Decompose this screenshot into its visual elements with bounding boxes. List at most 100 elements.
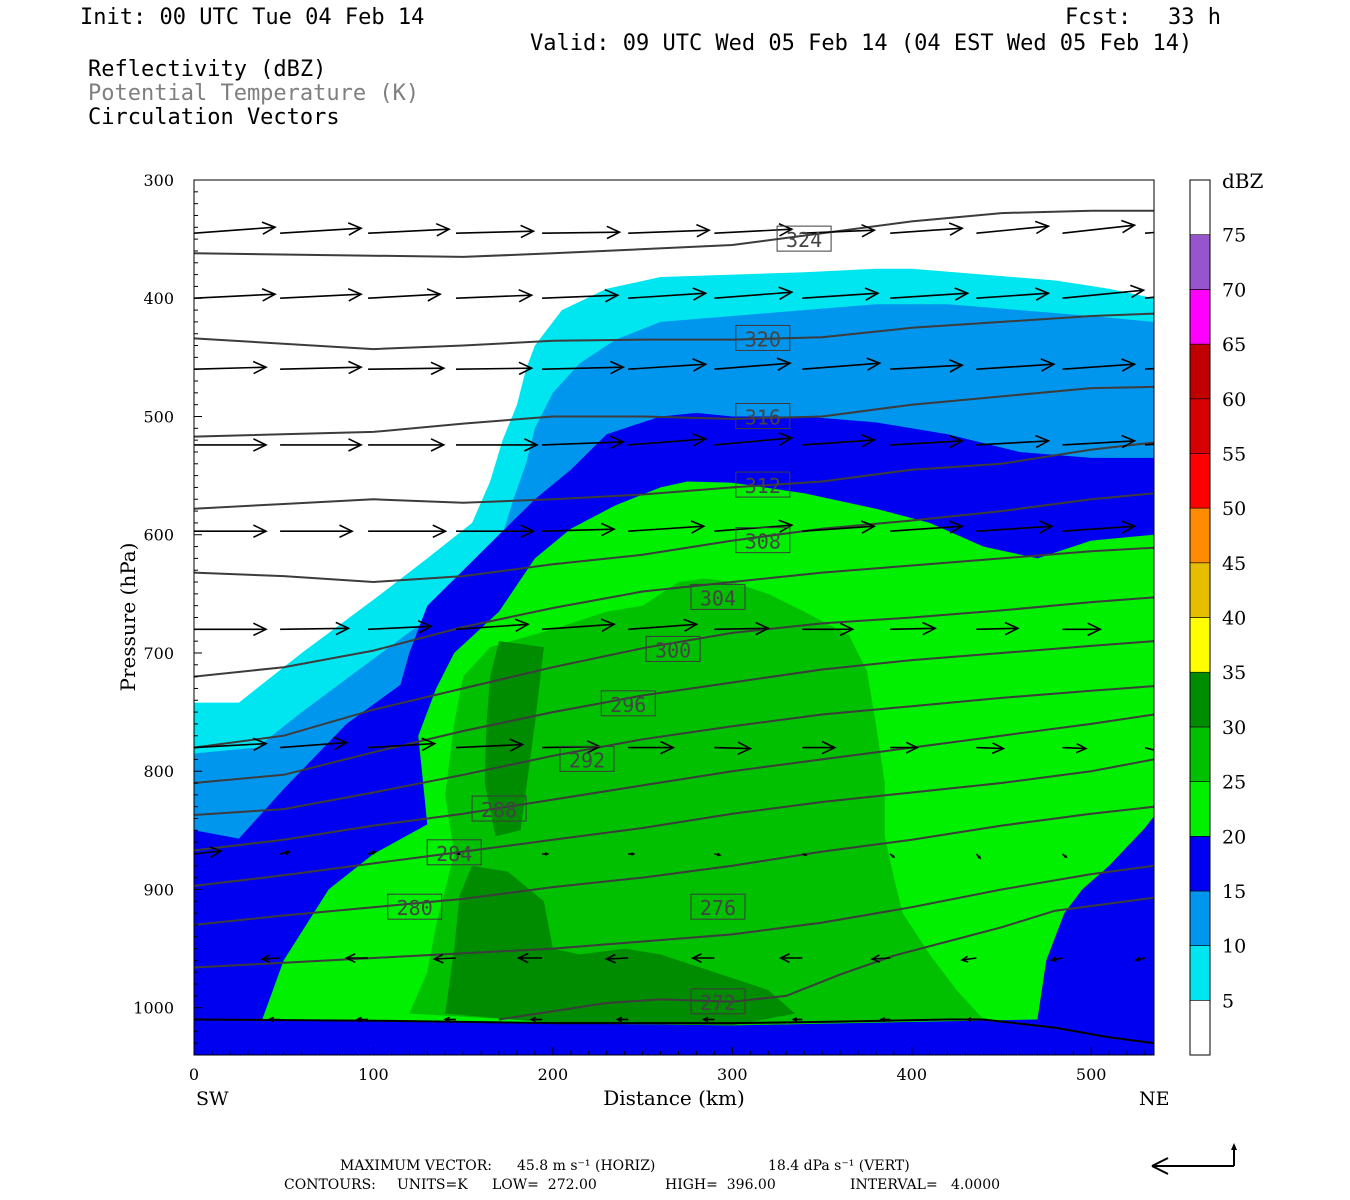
vector-head — [509, 738, 525, 752]
vector-head — [1075, 742, 1088, 754]
circulation-vector — [260, 954, 281, 963]
theta-label-box — [426, 839, 482, 866]
circulation-vector — [1049, 956, 1063, 963]
theta-label-text: 308 — [745, 530, 781, 554]
circulation-vector — [280, 360, 363, 375]
colorbar-swatch — [1189, 617, 1211, 673]
vector-shaft — [628, 363, 706, 370]
theta-contour-320 — [194, 312, 1154, 351]
vector-shaft — [976, 440, 1049, 446]
theta-label-text: 288 — [481, 798, 517, 822]
circulation-vector — [1062, 520, 1137, 534]
vector-shaft — [542, 528, 615, 532]
circulation-vector — [976, 520, 1054, 534]
vector-head — [252, 360, 268, 375]
circulation-vector — [1062, 742, 1088, 754]
circulation-vector — [1134, 956, 1146, 962]
reflectivity-region-30dbz-6 — [484, 641, 544, 837]
vector-head — [717, 852, 722, 857]
circulation-vector — [455, 361, 534, 376]
theta-label-text: 272 — [700, 991, 736, 1015]
circulation-vector — [194, 288, 277, 302]
vector-head — [755, 621, 771, 636]
circulation-vector — [628, 287, 708, 301]
vector-head — [1121, 358, 1137, 372]
theta-label-text: 284 — [436, 842, 472, 866]
vector-head — [1121, 520, 1137, 534]
vector-head — [457, 852, 462, 856]
vector-head — [804, 853, 808, 857]
theta-label-text: 300 — [655, 638, 691, 662]
circulation-vector — [802, 433, 877, 448]
theta-contour-292 — [194, 685, 1154, 816]
vector-head — [778, 519, 794, 533]
vector-head — [1035, 434, 1051, 449]
circulation-vector — [443, 1016, 456, 1023]
circulation-vector — [1144, 231, 1154, 234]
theta-label-296: 296 — [600, 690, 656, 717]
vector-shaft — [976, 225, 1049, 234]
max-vector-label: MAXIMUM VECTOR: — [340, 1158, 492, 1174]
theta-label-box — [690, 988, 746, 1015]
theta-label-300: 300 — [645, 635, 701, 662]
vector-head — [864, 287, 880, 301]
vector-head — [948, 359, 965, 373]
colorbar-swatch — [1189, 343, 1211, 400]
theta-label-box — [735, 402, 791, 429]
circulation-vector — [456, 524, 536, 539]
theta-label-box — [735, 324, 791, 351]
vector-head — [821, 740, 837, 755]
circulation-vector — [542, 435, 625, 450]
vector-head — [435, 222, 451, 237]
circulation-vector — [1144, 746, 1154, 751]
vector-shaft — [606, 957, 629, 960]
circulation-vector — [890, 434, 965, 449]
vector-shaft — [280, 227, 362, 234]
circulation-vector — [1144, 367, 1154, 370]
vector-head — [1034, 220, 1051, 235]
contours-label: CONTOURS: — [284, 1177, 376, 1193]
vector-head — [261, 288, 277, 302]
vector-head — [839, 622, 855, 637]
vector-head — [778, 953, 790, 964]
vector-shaft — [1062, 363, 1135, 370]
theta-contour-272 — [498, 896, 1154, 1021]
circulation-vector — [368, 438, 446, 452]
vector-head — [333, 736, 349, 751]
circulation-vector — [1062, 358, 1137, 372]
colorbar-swatch — [1189, 726, 1211, 782]
circulation-vector — [432, 953, 457, 964]
reference-vector-icon — [1151, 1143, 1237, 1175]
vector-head — [690, 953, 702, 964]
circulation-vector — [976, 287, 1051, 301]
circulation-vector — [714, 432, 794, 446]
circulation-vector — [690, 953, 715, 964]
vector-shaft — [976, 525, 1053, 532]
vector-shaft — [455, 294, 532, 299]
init-time: Init: 00 UTC Tue 04 Feb 14 — [80, 5, 425, 30]
vector-head — [870, 954, 881, 963]
theta-label-box — [735, 527, 791, 554]
circulation-vector — [280, 621, 351, 636]
circulation-vector — [802, 622, 855, 637]
vector-shaft — [194, 366, 267, 370]
vector-shaft — [1062, 440, 1135, 446]
vector-head — [891, 854, 896, 859]
circulation-vector — [355, 1016, 369, 1023]
vector-shaft — [542, 294, 618, 299]
vector-shaft — [542, 623, 615, 631]
vector-shaft — [714, 524, 792, 532]
x-tick-label: 500 — [1076, 1065, 1107, 1084]
circulation-vector — [455, 288, 534, 303]
vector-head — [209, 846, 223, 859]
colorbar-swatch — [1189, 562, 1211, 618]
theta-contour-280 — [194, 805, 1154, 926]
theta-label-box — [559, 745, 615, 772]
vector-head — [432, 953, 444, 964]
colorbar-level-label: 45 — [1222, 553, 1246, 575]
circulation-vector — [367, 850, 378, 855]
colorbar-swatch — [1189, 234, 1211, 290]
max-vector-horiz: 45.8 m s⁻¹ (HORIZ) — [517, 1158, 656, 1174]
circulation-vector — [529, 1016, 543, 1023]
